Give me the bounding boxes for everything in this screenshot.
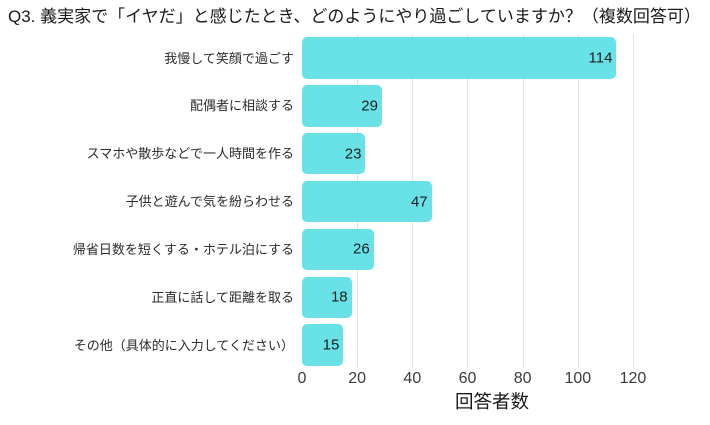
gridline-120: [632, 34, 634, 368]
bar-value-label: 15: [322, 336, 340, 354]
bar-value-label: 29: [361, 97, 378, 115]
bar: 15: [302, 324, 344, 366]
bar-value-label: 114: [588, 49, 613, 67]
x-tick-label: 0: [297, 370, 307, 387]
bar-value-label: 47: [410, 193, 428, 211]
bar: 47: [302, 180, 432, 223]
bar: 18: [302, 276, 352, 318]
x-tick-label: 120: [619, 370, 647, 387]
category-label: スマホや散歩などで一人時間を作る: [86, 146, 294, 162]
gridline-80: [522, 34, 524, 368]
bar: 29: [302, 85, 382, 127]
x-tick-label: 80: [513, 370, 532, 387]
x-tick-label: 100: [564, 370, 592, 387]
x-axis-label: 回答者数: [454, 391, 530, 412]
x-tick-label: 60: [458, 370, 477, 387]
category-label: 正直に話して距離を取る: [151, 289, 294, 305]
bar-value-label: 23: [344, 145, 362, 163]
gridline-100: [577, 34, 579, 368]
category-label: 我慢して笑顔で過ごす: [164, 50, 294, 66]
category-label: その他（具体的に入力してください）: [73, 337, 294, 353]
category-label: 子供と遊んで気を紛らわせる: [125, 194, 294, 210]
bar-value-label: 26: [353, 240, 370, 258]
bar: 26: [302, 228, 374, 271]
x-tick-label: 40: [403, 370, 422, 387]
gridline-60: [467, 34, 469, 368]
bar: 114: [302, 37, 617, 79]
category-label: 配偶者に相談する: [189, 98, 294, 114]
category-label: 帰省日数を短くする・ホテル泊にする: [72, 241, 294, 257]
x-tick-label: 20: [348, 370, 367, 387]
bar-value-label: 18: [330, 288, 348, 306]
bar: 23: [302, 133, 366, 175]
chart-title: Q3. 義実家で「イヤだ」と感じたとき、どのようにやり過ごしていますか？（複数回…: [8, 7, 701, 26]
